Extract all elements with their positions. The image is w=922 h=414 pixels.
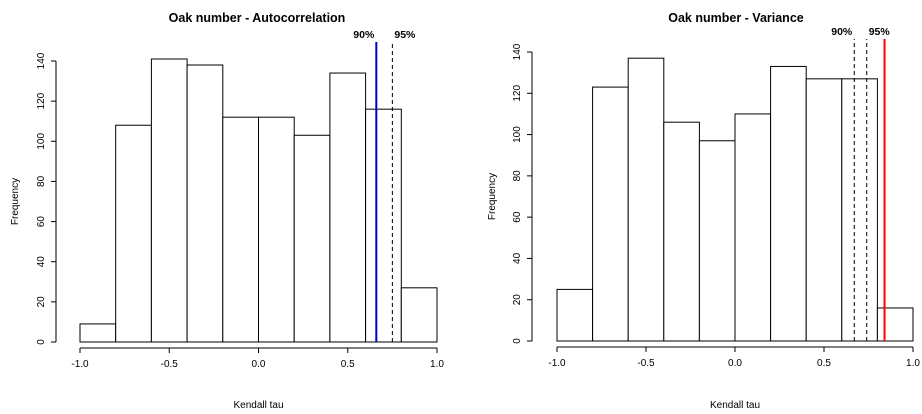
histogram-bar bbox=[556, 288, 594, 342]
quantile-label: 95% bbox=[394, 29, 416, 41]
histogram-bar bbox=[400, 287, 438, 343]
chart-title: Oak number - Autocorrelation bbox=[169, 11, 346, 25]
y-tick-label: 20 bbox=[36, 296, 47, 308]
histogram-bar bbox=[627, 57, 665, 342]
histogram-bar bbox=[876, 307, 914, 342]
x-tick-label: -1.0 bbox=[71, 359, 89, 370]
histogram-bar bbox=[115, 124, 152, 343]
histogram-bar bbox=[150, 58, 188, 343]
y-tick-label: 100 bbox=[512, 126, 523, 143]
quantile-label: 95% bbox=[869, 26, 891, 38]
x-tick-label: 0.5 bbox=[817, 358, 831, 369]
y-tick-label: 120 bbox=[36, 92, 47, 109]
histogram-bar bbox=[79, 323, 117, 343]
x-tick-label: 1.0 bbox=[430, 359, 444, 370]
y-tick-label: 0 bbox=[512, 338, 523, 344]
x-tick-label: -0.5 bbox=[161, 359, 179, 370]
chart-panel-2: Oak number - Variance 90% 95% -1.0 -0.5 0.0 0.… bbox=[487, 11, 920, 411]
histogram-bar bbox=[293, 134, 331, 343]
x-tick-label: -1.0 bbox=[548, 358, 566, 369]
histogram-bar bbox=[698, 140, 736, 342]
histogram-bar bbox=[841, 78, 878, 342]
histogram-bar bbox=[222, 116, 260, 343]
y-tick-label: 60 bbox=[512, 211, 523, 223]
chart-panel-1: Oak number - Autocorrelation 90% 95% -1.0 -0… bbox=[10, 11, 444, 411]
quantile-label: 90% bbox=[353, 29, 375, 41]
y-tick-label: 140 bbox=[512, 43, 523, 60]
histogram-bar bbox=[663, 121, 700, 342]
y-tick-label: 20 bbox=[512, 294, 523, 306]
histogram-bar bbox=[186, 64, 224, 343]
histogram-bar bbox=[365, 108, 402, 343]
y-tick-label: 80 bbox=[36, 175, 47, 187]
x-tick-label: 0.0 bbox=[252, 359, 266, 370]
histogram-bar bbox=[592, 86, 629, 342]
y-tick-label: 0 bbox=[36, 339, 47, 345]
x-tick-label: 0.0 bbox=[728, 358, 742, 369]
chart-title: Oak number - Variance bbox=[668, 11, 804, 25]
x-tick-label: 1.0 bbox=[906, 358, 920, 369]
histogram-bar bbox=[805, 78, 843, 342]
x-axis-label: Kendall tau bbox=[710, 400, 760, 411]
y-axis-label: Frequency bbox=[10, 178, 21, 225]
histogram-bar bbox=[258, 116, 295, 343]
y-tick-label: 40 bbox=[36, 256, 47, 268]
histogram-bar bbox=[734, 113, 772, 342]
quantile-label: 90% bbox=[831, 26, 853, 38]
x-tick-label: -0.5 bbox=[637, 358, 655, 369]
x-tick-label: 0.5 bbox=[341, 359, 355, 370]
histogram-bar bbox=[770, 65, 807, 342]
y-axis-label: Frequency bbox=[487, 173, 498, 220]
y-tick-label: 120 bbox=[512, 85, 523, 102]
histogram-bar bbox=[329, 72, 367, 343]
y-tick-label: 140 bbox=[36, 52, 47, 69]
y-tick-label: 80 bbox=[512, 170, 523, 182]
x-axis-label: Kendall tau bbox=[233, 400, 283, 411]
y-tick-label: 100 bbox=[36, 133, 47, 150]
y-tick-label: 60 bbox=[36, 216, 47, 228]
y-tick-label: 40 bbox=[512, 252, 523, 264]
